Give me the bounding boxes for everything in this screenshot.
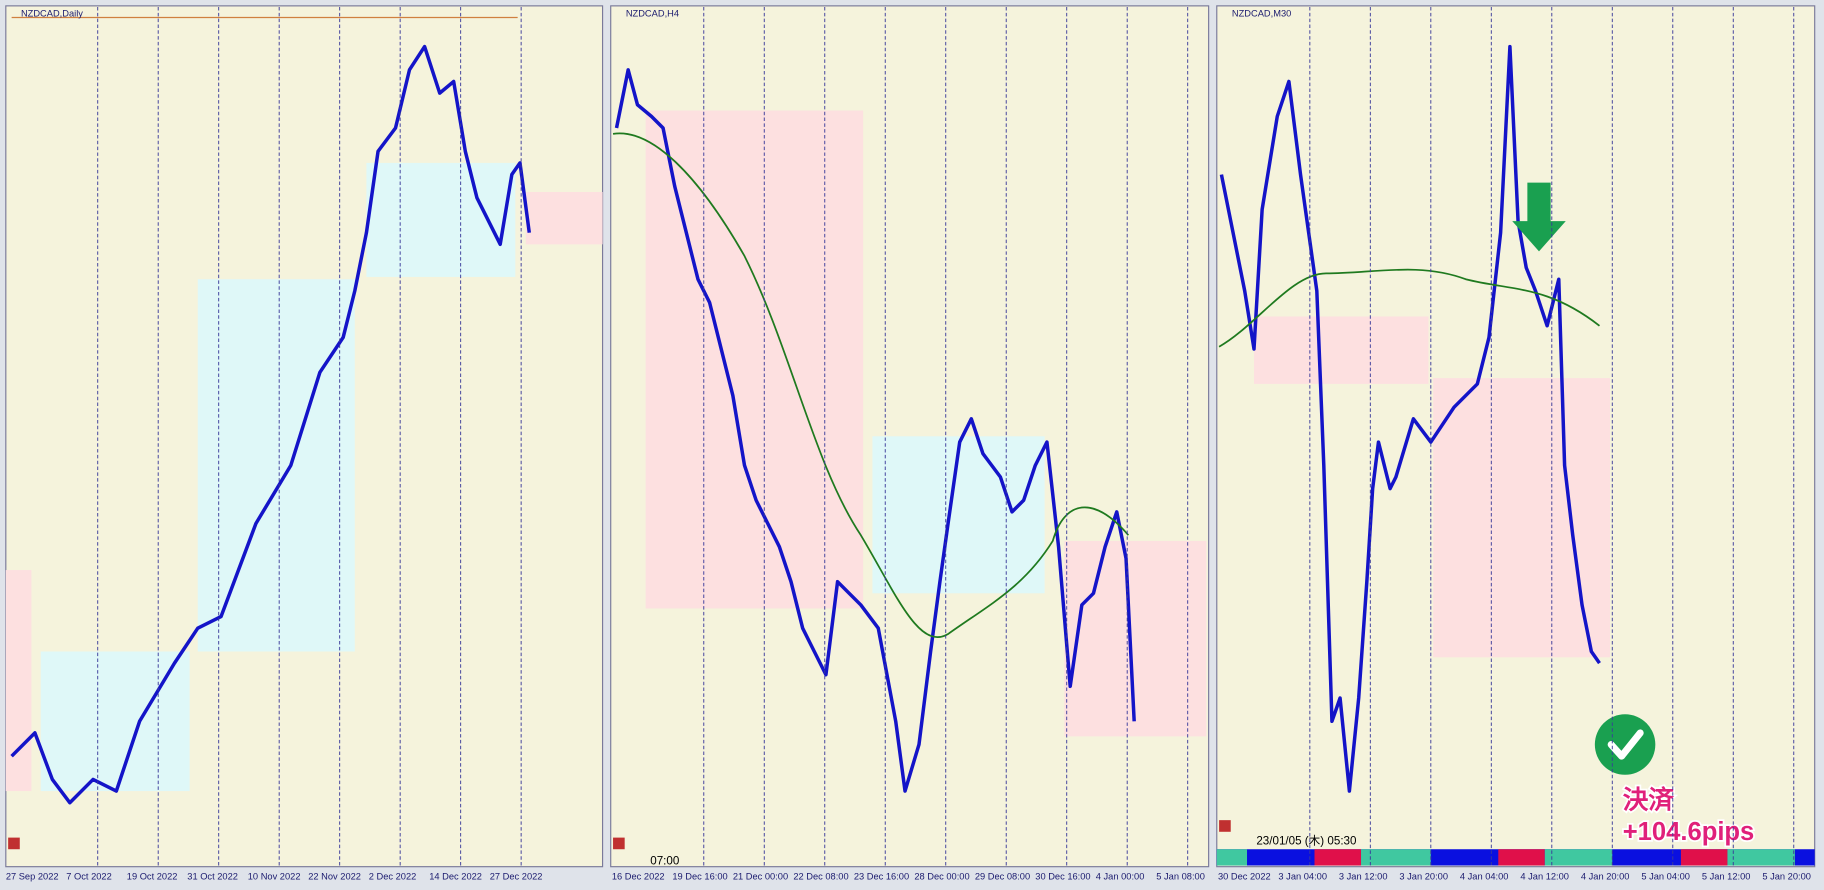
- result-label: 決済: [1623, 785, 1675, 815]
- x-axis-label: 30 Dec 2022: [1218, 871, 1271, 881]
- panel-h4: NZDCAD,H4 07:00: [610, 5, 1210, 867]
- x-axis-label: 3 Jan 20:00: [1399, 871, 1448, 881]
- result-pips: +104.6pips: [1623, 818, 1755, 846]
- panel-daily: NZDCAD,Daily: [5, 5, 604, 868]
- x-axis-label: 29 Dec 08:00: [975, 871, 1030, 881]
- x-axis-label: 22 Dec 08:00: [793, 871, 848, 881]
- x-axis-label: 3 Jan 04:00: [1278, 871, 1327, 881]
- panel-m30: NZDCAD,M30 23/01/05 (木) 05:30 決済 +104.6p…: [1216, 5, 1816, 868]
- x-axis-label: 5 Jan 04:00: [1641, 871, 1690, 881]
- x-axis-label: 19 Dec 16:00: [672, 871, 727, 881]
- x-axis-label: 4 Jan 04:00: [1460, 871, 1509, 881]
- x-axis-label: 3 Jan 12:00: [1339, 871, 1388, 881]
- x-axis-label: 2 Dec 2022: [369, 871, 417, 881]
- x-axis-label: 31 Oct 2022: [187, 871, 238, 881]
- x-axis-label: 4 Jan 12:00: [1520, 871, 1569, 881]
- x-axis-label: 22 Nov 2022: [308, 871, 361, 881]
- panel-title: NZDCAD,Daily: [21, 8, 83, 18]
- x-axis-label: 4 Jan 20:00: [1581, 871, 1630, 881]
- x-axis-label: 10 Nov 2022: [248, 871, 301, 881]
- x-axis-label: 14 Dec 2022: [429, 871, 482, 881]
- panel-title: NZDCAD,H4: [626, 8, 679, 18]
- x-axis-label: 27 Sep 2022: [6, 871, 59, 881]
- x-axis-label: 5 Jan 20:00: [1762, 871, 1811, 881]
- x-axis-label: 4 Jan 00:00: [1096, 871, 1145, 881]
- x-axis-label: 16 Dec 2022: [612, 871, 665, 881]
- x-axis-label: 19 Oct 2022: [127, 871, 178, 881]
- x-axis-label: 21 Dec 00:00: [733, 871, 788, 881]
- x-axis-label: 27 Dec 2022: [490, 871, 543, 881]
- x-axis-label: 28 Dec 00:00: [914, 871, 969, 881]
- time-label: 23/01/05 (木) 05:30: [1256, 835, 1357, 848]
- x-axis-label: 30 Dec 16:00: [1035, 871, 1090, 881]
- x-axis-label: 23 Dec 16:00: [854, 871, 909, 881]
- x-axis-label: 7 Oct 2022: [66, 871, 111, 881]
- x-axis-label: 5 Jan 12:00: [1702, 871, 1751, 881]
- x-axis-label: 5 Jan 08:00: [1156, 871, 1205, 881]
- panel-title: NZDCAD,M30: [1232, 8, 1291, 18]
- time-label: 07:00: [650, 854, 680, 867]
